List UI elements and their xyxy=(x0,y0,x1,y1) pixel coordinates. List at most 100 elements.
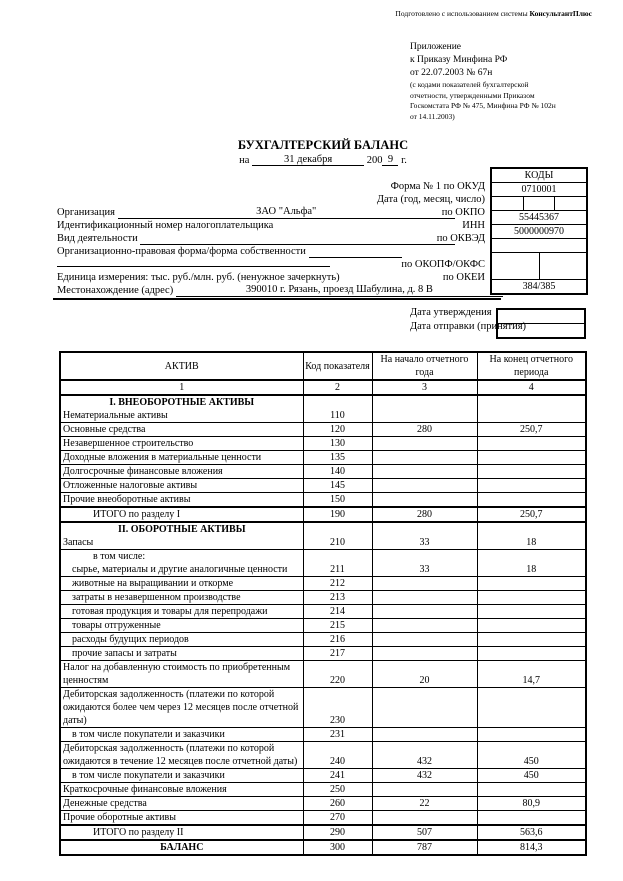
row-label: Незавершенное строительство xyxy=(63,438,194,449)
row-label-cell: БАЛАНС xyxy=(59,839,304,856)
legal-form-label: Организационно-правовая форма/форма собс… xyxy=(57,246,306,257)
year-suffix: г. xyxy=(401,155,407,166)
date-cell xyxy=(522,197,555,210)
row-code: 110 xyxy=(302,394,373,423)
row-code: 290 xyxy=(302,824,373,841)
inn-code: 5000000970 xyxy=(492,224,586,238)
row-code: 216 xyxy=(302,632,373,647)
table-row: ИТОГО по разделу II 290 507 563,6 xyxy=(59,824,587,841)
row-end-value: 80,9 xyxy=(476,796,587,811)
row-end-value xyxy=(476,782,587,797)
row-begin-value: 507 xyxy=(371,824,478,841)
date-approved-label: Дата утверждения xyxy=(410,307,492,318)
row-begin-value xyxy=(371,687,478,728)
row-label-cell: в том числе покупатели и заказчики xyxy=(59,768,304,783)
row-begin-value xyxy=(371,604,478,619)
date-approved-cell xyxy=(498,310,584,323)
row-begin-value: 280 xyxy=(371,422,478,437)
row-label-cell: животные на выращивании и откорме xyxy=(59,576,304,591)
row-label-cell: Денежные средства xyxy=(59,796,304,811)
row-label-cell: готовая продукция и товары для перепрода… xyxy=(59,604,304,619)
label-okei: по ОКЕИ xyxy=(442,272,485,283)
table-row: Доходные вложения в материальные ценност… xyxy=(59,450,587,465)
row-end-value xyxy=(476,590,587,605)
row-label: товары отгруженные xyxy=(72,620,161,631)
row-code: 120 xyxy=(302,422,373,437)
table-row: затраты в незавершенном производстве 213 xyxy=(59,590,587,605)
row-end-value xyxy=(476,727,587,742)
table-row: Дебиторская задолженность (платежи по ко… xyxy=(59,687,587,728)
label-okved: по ОКВЭД xyxy=(436,233,485,244)
row-label-cell: I. ВНЕОБОРОТНЫЕ АКТИВЫ Нематериальные акт… xyxy=(59,394,304,423)
codes-box: КОДЫ 0710001 55445367 5000000970 384/385 xyxy=(490,167,588,295)
row-label-cell: Прочие оборотные активы xyxy=(59,810,304,826)
header-code: Код показателя xyxy=(302,351,373,381)
section-heading: I. ВНЕОБОРОТНЫЕ АКТИВЫ xyxy=(109,397,255,408)
row-code: 230 xyxy=(302,687,373,728)
row-code: 130 xyxy=(302,436,373,451)
organization-label: Организация xyxy=(57,207,115,218)
col-number: 3 xyxy=(371,379,478,396)
table-row: животные на выращивании и откорме 212 xyxy=(59,576,587,591)
header-end: На конец отчетного периода xyxy=(476,351,587,381)
appendix-line: от 22.07.2003 № 67н xyxy=(410,68,493,78)
row-label-cell: Доходные вложения в материальные ценност… xyxy=(59,450,304,465)
row-end-value xyxy=(476,478,587,493)
row-label: расходы будущих периодов xyxy=(72,634,189,645)
consultant-brand: КонсультантПлюс xyxy=(529,9,592,18)
table-row: Незавершенное строительство 130 xyxy=(59,436,587,451)
row-end-value xyxy=(476,687,587,728)
row-label: Денежные средства xyxy=(63,798,147,809)
table-row: ИТОГО по разделу I 190 280 250,7 xyxy=(59,506,587,523)
row-code: 250 xyxy=(302,782,373,797)
row-end-value: 18 xyxy=(476,521,587,550)
table-row: расходы будущих периодов 216 xyxy=(59,632,587,647)
report-date-value: 31 декабря xyxy=(252,154,365,166)
row-label-cell: Незавершенное строительство xyxy=(59,436,304,451)
table-row: Дебиторская задолженность (платежи по ко… xyxy=(59,741,587,769)
row-end-value: 563,6 xyxy=(476,824,587,841)
table-row: Отложенные налоговые активы 145 xyxy=(59,478,587,493)
okved-code xyxy=(492,238,586,252)
date-sent-label: Дата отправки (принятия) xyxy=(410,321,527,332)
row-label: Налог на добавленную стоимость по приобр… xyxy=(63,662,291,686)
consultant-prefix: Подготовлено с использованием системы xyxy=(395,9,530,18)
row-end-value xyxy=(476,632,587,647)
row-end-value xyxy=(476,810,587,826)
table-row: Денежные средства 260 22 80,9 xyxy=(59,796,587,811)
row-label: БАЛАНС xyxy=(160,842,204,853)
row-code: 260 xyxy=(302,796,373,811)
table-row: Прочие оборотные активы 270 xyxy=(59,810,587,826)
table-row: в том числе покупатели и заказчики 241 432… xyxy=(59,768,587,783)
date-sent-cell xyxy=(498,323,584,337)
row-end-value: 18 xyxy=(476,549,587,577)
date-code-cells xyxy=(492,196,586,210)
address-label: Местонахождение (адрес) xyxy=(57,285,174,296)
row-begin-value xyxy=(371,394,478,423)
row-label: прочие запасы и затраты xyxy=(72,648,177,659)
row-begin-value: 22 xyxy=(371,796,478,811)
table-row: прочие запасы и затраты 217 xyxy=(59,646,587,661)
appendix-note-line: отчетности, утвержденными Приказом xyxy=(410,90,535,100)
organization-value: ЗАО "Альфа" xyxy=(117,205,455,219)
header-begin: На начало отчетного года xyxy=(371,351,478,381)
row-begin-value: 20 xyxy=(371,660,478,688)
row-label: Нематериальные активы xyxy=(63,410,168,421)
page-title: БУХГАЛТЕРСКИЙ БАЛАНС xyxy=(237,138,409,152)
col-number: 2 xyxy=(302,379,373,396)
okopf-cell xyxy=(492,253,539,279)
okpo-code: 55445367 xyxy=(492,210,586,224)
row-begin-value xyxy=(371,464,478,479)
row-label: ИТОГО по разделу II xyxy=(93,827,184,838)
row-begin-value xyxy=(371,450,478,465)
activity-line: Вид деятельности xyxy=(57,232,455,245)
row-label-cell: Дебиторская задолженность (платежи по ко… xyxy=(59,741,304,769)
row-code: 240 xyxy=(302,741,373,769)
okud-code: 0710001 xyxy=(492,182,586,196)
okopf-code-cells xyxy=(492,252,586,279)
row-begin-value xyxy=(371,782,478,797)
row-end-value xyxy=(476,618,587,633)
row-begin-value: 787 xyxy=(371,839,478,856)
row-begin-value: 280 xyxy=(371,506,478,523)
legal-form-continuation-underline xyxy=(57,253,330,267)
